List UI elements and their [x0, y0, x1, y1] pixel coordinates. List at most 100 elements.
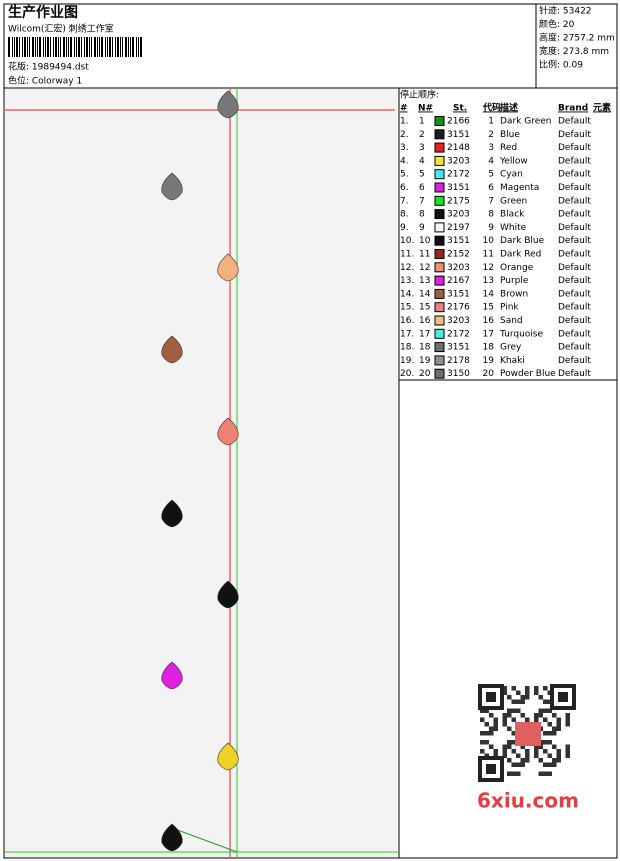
qr-code: [470, 680, 585, 790]
brand: Default: [558, 343, 591, 353]
color-swatch: [434, 342, 445, 353]
bar-stripe: [97, 37, 98, 57]
brand: Default: [558, 210, 591, 220]
code: 9: [488, 223, 494, 233]
row-number: 3.: [400, 143, 409, 153]
description: Grey: [500, 343, 522, 353]
color-swatch: [434, 355, 445, 366]
description: Brown: [500, 289, 528, 299]
qr-cell: [502, 717, 507, 722]
bar-stripe: [99, 37, 100, 57]
qr-cell: [565, 713, 570, 718]
thread-code: 2178: [447, 356, 470, 366]
description: Turquoise: [499, 329, 543, 339]
code: 13: [483, 276, 494, 286]
bar-stripe: [74, 37, 75, 57]
color-swatch: [434, 288, 445, 299]
bar-stripe: [138, 37, 139, 57]
color-swatch: [434, 368, 445, 379]
qr-cell: [502, 744, 507, 749]
qr-cell: [511, 731, 516, 736]
qr-cell: [489, 713, 494, 718]
color-swatch: [434, 235, 445, 246]
code: 10: [483, 236, 495, 246]
motif: [217, 742, 239, 771]
thread-code: 2197: [447, 223, 470, 233]
qr-cell: [507, 695, 512, 700]
code: 17: [483, 329, 494, 339]
row-number: 8.: [400, 210, 409, 220]
row-number: 9.: [400, 223, 409, 233]
description: Magenta: [500, 183, 539, 193]
qr-cell: [507, 758, 512, 763]
bar-stripe: [86, 37, 88, 57]
qr-cell: [493, 753, 498, 758]
color-swatch: [434, 155, 445, 166]
design-file: 花版: 1989494.dst: [8, 61, 89, 73]
row-number: 11.: [400, 250, 414, 260]
bar-stripe: [78, 37, 80, 57]
qr-cell: [556, 753, 561, 758]
qr-cell: [525, 753, 530, 758]
motif: [217, 90, 239, 119]
qr-cell: [484, 731, 489, 736]
bar-stripe: [117, 37, 119, 57]
qr-cell: [556, 726, 561, 731]
qr-cell: [502, 690, 507, 695]
qr-cell: [525, 686, 530, 691]
bar-stripe: [60, 37, 61, 57]
bar-stripe: [70, 37, 72, 57]
qr-cell: [502, 749, 507, 754]
barcode: [8, 37, 142, 57]
qr-cell: [547, 731, 552, 736]
stat: 比例: 0.09: [539, 59, 583, 71]
table-caption: 停止顺序:: [400, 89, 439, 101]
bar-stripe: [35, 37, 36, 57]
bar-stripe: [101, 37, 103, 57]
needle: 1: [419, 117, 425, 127]
needle: 4: [419, 156, 425, 166]
motif: [161, 661, 183, 690]
qr-cell: [493, 722, 498, 727]
thread-code: 2175: [447, 196, 470, 206]
motifs: [161, 90, 239, 852]
bar-stripe: [58, 37, 59, 57]
qr-cell: [493, 717, 498, 722]
description: Yellow: [499, 156, 528, 166]
bar-stripe: [68, 37, 69, 57]
thread-code: 3203: [447, 316, 470, 326]
qr-cell: [502, 686, 507, 691]
row-number: 2.: [400, 130, 409, 140]
code: 8: [488, 210, 494, 220]
thread-code: 2176: [447, 303, 470, 313]
code: 19: [483, 356, 495, 366]
bar-stripe: [66, 37, 67, 57]
bar-stripe: [14, 37, 15, 57]
thread-code: 2172: [447, 329, 470, 339]
brand: Default: [558, 143, 591, 153]
column-header: 代码: [482, 102, 501, 114]
thread-code: 3150: [447, 369, 470, 379]
needle: 16: [419, 316, 431, 326]
qr-cell: [520, 699, 525, 704]
qr-cell: [480, 731, 485, 736]
qr-cell: [489, 726, 494, 731]
bar-stripe: [47, 37, 49, 57]
color-swatch: [434, 275, 445, 286]
bar-stripe: [53, 37, 54, 57]
qr-cell: [480, 740, 485, 745]
thread-code: 3203: [447, 210, 470, 220]
qr-cell: [520, 758, 525, 763]
needle: 2: [419, 130, 425, 140]
row-number: 18.: [400, 343, 414, 353]
qr-cell: [547, 708, 552, 713]
qr-cell: [565, 749, 570, 754]
motif: [217, 253, 239, 282]
qr-cell: [511, 699, 516, 704]
bar-stripe: [136, 37, 137, 57]
column-header: 元素: [593, 102, 611, 114]
qr-cell: [534, 753, 539, 758]
bar-stripe: [125, 37, 127, 57]
qr-logo: [515, 722, 541, 746]
qr-cell: [525, 690, 530, 695]
